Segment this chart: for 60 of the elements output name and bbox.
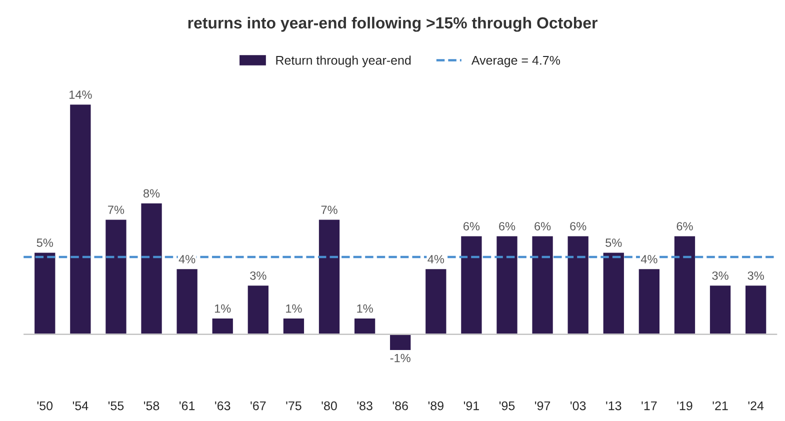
bar (246, 284, 270, 335)
x-tick-label: '55 (108, 401, 124, 410)
x-tick-label: '83 (357, 401, 372, 410)
data-label: 8% (144, 189, 160, 198)
data-label: 4% (428, 255, 444, 264)
x-tick-label: '54 (72, 401, 88, 410)
data-label: 6% (534, 222, 551, 230)
x-tick-label: '95 (499, 401, 515, 410)
chart-title: returns into year-end following >15% through October (188, 16, 598, 32)
data-label: 3% (712, 271, 728, 280)
x-tick-label: '19 (677, 401, 692, 410)
data-label: 4% (640, 255, 658, 264)
x-tick-label: '58 (144, 401, 160, 410)
x-tick-label: '21 (712, 401, 728, 410)
bar (353, 317, 377, 335)
data-label: 7% (321, 206, 338, 214)
x-tick-label: '91 (464, 401, 479, 410)
x-tick-label: '50 (37, 401, 53, 410)
bar (210, 317, 234, 335)
data-label: 6% (676, 222, 693, 230)
x-tick-label: '24 (748, 401, 764, 410)
data-label: 3% (250, 271, 266, 280)
data-label: 3% (748, 271, 764, 280)
data-label: 6% (499, 222, 516, 230)
bar (282, 317, 306, 335)
bar (495, 234, 519, 335)
data-label: -1% (390, 354, 410, 362)
x-tick-label: '86 (392, 401, 408, 410)
bar (602, 251, 626, 335)
bar (530, 234, 554, 335)
data-label: 14% (70, 90, 92, 99)
data-label: 1% (214, 304, 231, 313)
data-label: 1% (357, 304, 373, 313)
x-tick-label: '67 (250, 401, 266, 410)
x-tick-label: '63 (215, 401, 230, 410)
data-label: 1% (286, 304, 302, 313)
data-label: 4% (178, 255, 196, 264)
x-tick-label: '13 (606, 401, 622, 410)
x-tick-label: '80 (322, 401, 337, 410)
x-tick-label: '17 (642, 401, 657, 410)
data-label: 5% (606, 238, 622, 247)
bar (673, 234, 696, 335)
bar (33, 251, 57, 335)
bar (388, 334, 412, 352)
bar (68, 103, 92, 335)
x-tick-label: '75 (286, 401, 302, 410)
data-label: 7% (108, 206, 124, 214)
bar (744, 284, 768, 335)
x-tick-label: '61 (180, 401, 195, 410)
bar (566, 234, 590, 335)
data-label: 6% (570, 222, 586, 230)
legend-label: Average = 4.7% (471, 56, 560, 68)
legend-label: Return through year-end (276, 56, 411, 68)
bar (708, 284, 732, 335)
data-label: 6% (464, 222, 480, 230)
x-tick-label: '89 (428, 401, 444, 410)
x-tick-label: '03 (570, 401, 586, 410)
bar (460, 234, 484, 335)
x-tick-label: '97 (535, 401, 550, 410)
data-label: 5% (36, 238, 53, 247)
